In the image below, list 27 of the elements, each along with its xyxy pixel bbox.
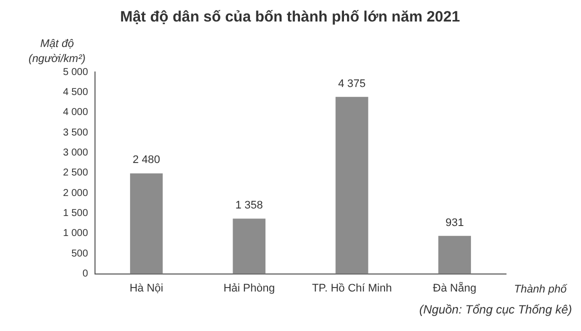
- x-tick-label: TP. Hồ Chí Minh: [312, 282, 392, 294]
- x-tick-label: Hải Phòng: [223, 282, 275, 294]
- y-tick-label: 3 000: [62, 147, 88, 158]
- y-tick-label: 5 000: [62, 66, 88, 78]
- y-tick-label: 500: [71, 248, 88, 260]
- y-tick-label: 1 500: [62, 208, 88, 220]
- data-label: 1 358: [235, 200, 263, 212]
- y-axis-title: Mật độ (người/km²): [28, 38, 86, 65]
- y-tick-label: 4 000: [62, 107, 88, 118]
- y-tick-label: 2 000: [62, 188, 88, 199]
- bar: [438, 236, 471, 274]
- data-label: 931: [445, 216, 464, 229]
- x-axis-title: Thành phố: [514, 283, 568, 296]
- data-label: 2 480: [132, 154, 160, 166]
- y-tick-label: 1 000: [62, 228, 88, 240]
- bar: [130, 173, 163, 274]
- x-tick-label: Hà Nội: [130, 282, 164, 294]
- text: (Nguồn: Tổng cục Thống kê): [419, 302, 572, 316]
- y-tick-label: 3 500: [62, 127, 88, 138]
- x-tick-label: Đà Nẵng: [432, 281, 476, 294]
- bar: [336, 96, 368, 274]
- chart-title: Mật độ dân số của bốn thành phố lớn năm 2021: [120, 8, 460, 26]
- y-tick-label: 2 500: [62, 168, 88, 179]
- y-tick-label: 4 500: [62, 86, 88, 98]
- bar: [232, 218, 266, 274]
- data-label: 4 375: [338, 78, 366, 90]
- y-tick-label: 0: [82, 268, 88, 280]
